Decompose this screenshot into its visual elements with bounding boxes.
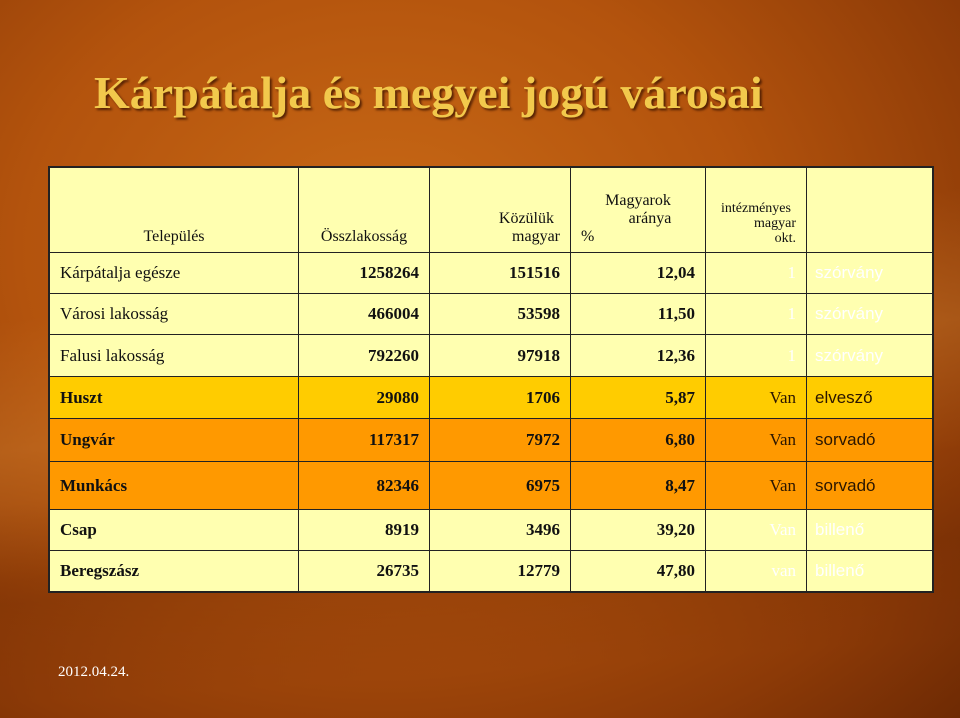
row-institutional-cell: Van (705, 509, 807, 551)
city-statistics-table: Település Összlakosság Közülük magyar Ma… (48, 166, 934, 593)
header-ratio-percent: % (581, 228, 595, 245)
row-hungarian-cell: 6975 (429, 461, 571, 510)
table-row: Beregszász 26735 12779 47,80 van billenő (48, 550, 934, 593)
table-header-row: Település Összlakosság Közülük magyar Ma… (48, 166, 934, 253)
row-population-cell: 26735 (298, 550, 430, 593)
row-ratio-cell: 11,50 (570, 293, 706, 335)
row-population-cell: 792260 (298, 334, 430, 377)
row-ratio-cell: 5,87 (570, 376, 706, 419)
row-institutional-cell: Van (705, 461, 807, 510)
row-status-cell: szórvány (806, 252, 934, 294)
row-population-cell: 466004 (298, 293, 430, 335)
row-ratio-cell: 12,36 (570, 334, 706, 377)
row-hungarian-cell: 97918 (429, 334, 571, 377)
page-title: Kárpátalja és megyei jogú városai (94, 67, 763, 118)
header-status (806, 166, 934, 253)
table-row: Kárpátalja egésze 1258264 151516 12,04 1 szór… (48, 252, 934, 294)
header-institutional-line1: intézményes (721, 201, 791, 216)
table-row: Falusi lakosság 792260 97918 12,36 1 szórvány (48, 334, 934, 377)
header-ratio-line2: aránya (628, 210, 672, 227)
row-name-cell: Munkács (48, 461, 299, 510)
table-row: Ungvár 117317 7972 6,80 Van sorvadó (48, 418, 934, 462)
row-institutional-cell: 1 (705, 334, 807, 377)
header-hungarian-line1: Közülük (498, 210, 554, 227)
row-status-cell: szórvány (806, 293, 934, 335)
row-hungarian-cell: 7972 (429, 418, 571, 462)
row-name-cell: Csap (48, 509, 299, 551)
row-name-cell: Falusi lakosság (48, 334, 299, 377)
row-status-cell: szórvány (806, 334, 934, 377)
row-hungarian-cell: 151516 (429, 252, 571, 294)
row-ratio-cell: 39,20 (570, 509, 706, 551)
table-row: Városi lakosság 466004 53598 11,50 1 szórvány (48, 293, 934, 335)
row-name-cell: Huszt (48, 376, 299, 419)
header-ratio: Magyarok aránya % (570, 166, 706, 253)
row-hungarian-cell: 1706 (429, 376, 571, 419)
table-row: Munkács 82346 6975 8,47 Van sorvadó (48, 461, 934, 510)
row-ratio-cell: 6,80 (570, 418, 706, 462)
row-hungarian-cell: 53598 (429, 293, 571, 335)
row-institutional-cell: Van (705, 376, 807, 419)
header-hungarian: Közülük magyar (429, 166, 571, 253)
row-institutional-cell: 1 (705, 252, 807, 294)
row-population-cell: 29080 (298, 376, 430, 419)
table-body: Kárpátalja egésze 1258264 151516 12,04 1 szór… (48, 252, 934, 593)
header-institutional-line3: okt. (774, 231, 796, 246)
table-row: Huszt 29080 1706 5,87 Van elvesző (48, 376, 934, 419)
row-status-cell: sorvadó (806, 418, 934, 462)
row-name-cell: Kárpátalja egésze (48, 252, 299, 294)
row-ratio-cell: 47,80 (570, 550, 706, 593)
row-population-cell: 117317 (298, 418, 430, 462)
row-status-cell: billenő (806, 509, 934, 551)
table-row: Csap 8919 3496 39,20 Van billenő (48, 509, 934, 551)
header-settlement: Település (48, 166, 299, 253)
header-hungarian-line2: magyar (512, 228, 560, 245)
row-status-cell: sorvadó (806, 461, 934, 510)
row-institutional-cell: van (705, 550, 807, 593)
row-name-cell: Ungvár (48, 418, 299, 462)
row-name-cell: Beregszász (48, 550, 299, 593)
row-population-cell: 8919 (298, 509, 430, 551)
header-population: Összlakosság (298, 166, 430, 253)
footer-date: 2012.04.24. (58, 664, 130, 680)
row-institutional-cell: Van (705, 418, 807, 462)
row-institutional-cell: 1 (705, 293, 807, 335)
row-population-cell: 82346 (298, 461, 430, 510)
header-institutional-line2: magyar (754, 216, 796, 231)
row-hungarian-cell: 12779 (429, 550, 571, 593)
row-status-cell: elvesző (806, 376, 934, 419)
header-institutional: intézményes magyar okt. (705, 166, 807, 253)
row-ratio-cell: 8,47 (570, 461, 706, 510)
header-ratio-line1: Magyarok (605, 192, 671, 209)
row-status-cell: billenő (806, 550, 934, 593)
row-name-cell: Városi lakosság (48, 293, 299, 335)
row-population-cell: 1258264 (298, 252, 430, 294)
row-ratio-cell: 12,04 (570, 252, 706, 294)
row-hungarian-cell: 3496 (429, 509, 571, 551)
